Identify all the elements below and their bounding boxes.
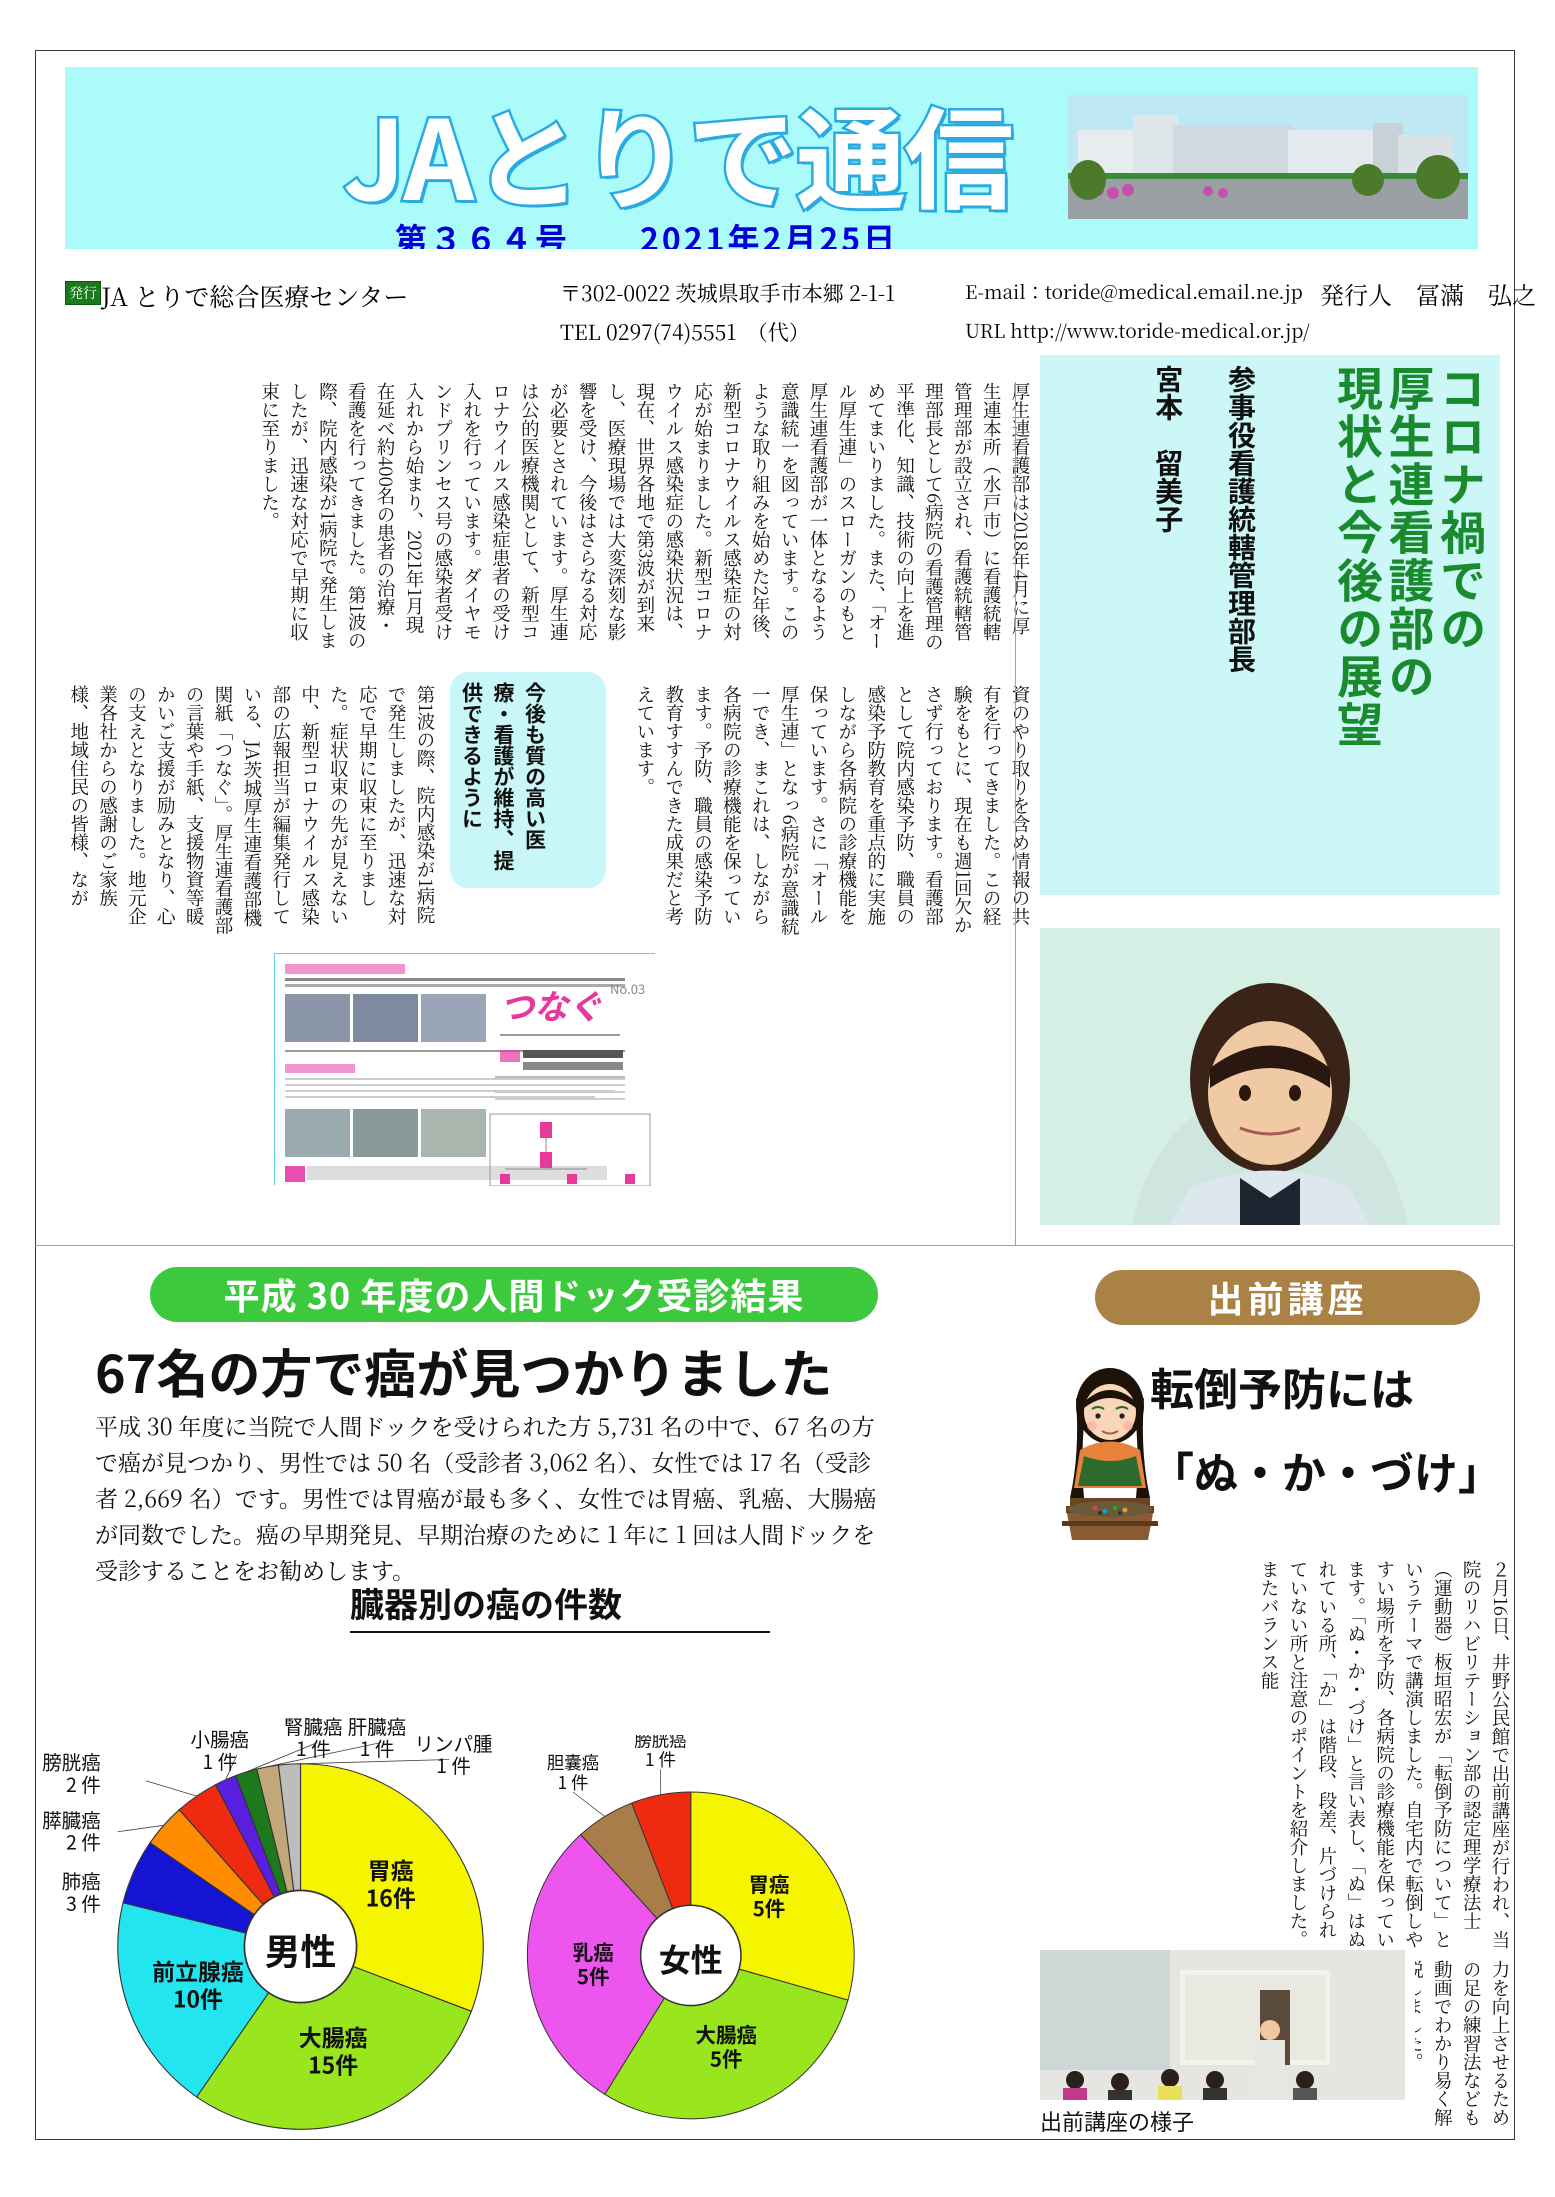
svg-text:3 件: 3 件 (66, 1888, 101, 1917)
svg-text:5件: 5件 (753, 1892, 786, 1922)
svg-text:5件: 5件 (577, 1960, 610, 1990)
svg-text:つなぐ: つなぐ (500, 980, 602, 1029)
svg-text:2 件: 2 件 (66, 1769, 101, 1798)
svg-text:No.03: No.03 (610, 979, 645, 998)
svg-text:5件: 5件 (710, 2043, 743, 2073)
svg-text:1 件: 1 件 (645, 1747, 676, 1772)
svg-text:女性: 女性 (659, 1935, 723, 1981)
svg-text:15件: 15件 (308, 2046, 358, 2080)
svg-text:1 件: 1 件 (296, 1733, 331, 1762)
svg-text:男性: 男性 (265, 1924, 336, 1975)
svg-text:1 件: 1 件 (202, 1746, 237, 1775)
svg-text:16件: 16件 (366, 1879, 416, 1913)
svg-text:1 件: 1 件 (557, 1770, 588, 1795)
svg-text:2 件: 2 件 (66, 1827, 101, 1856)
svg-text:10件: 10件 (173, 1980, 223, 2014)
svg-text:1 件: 1 件 (360, 1733, 395, 1762)
